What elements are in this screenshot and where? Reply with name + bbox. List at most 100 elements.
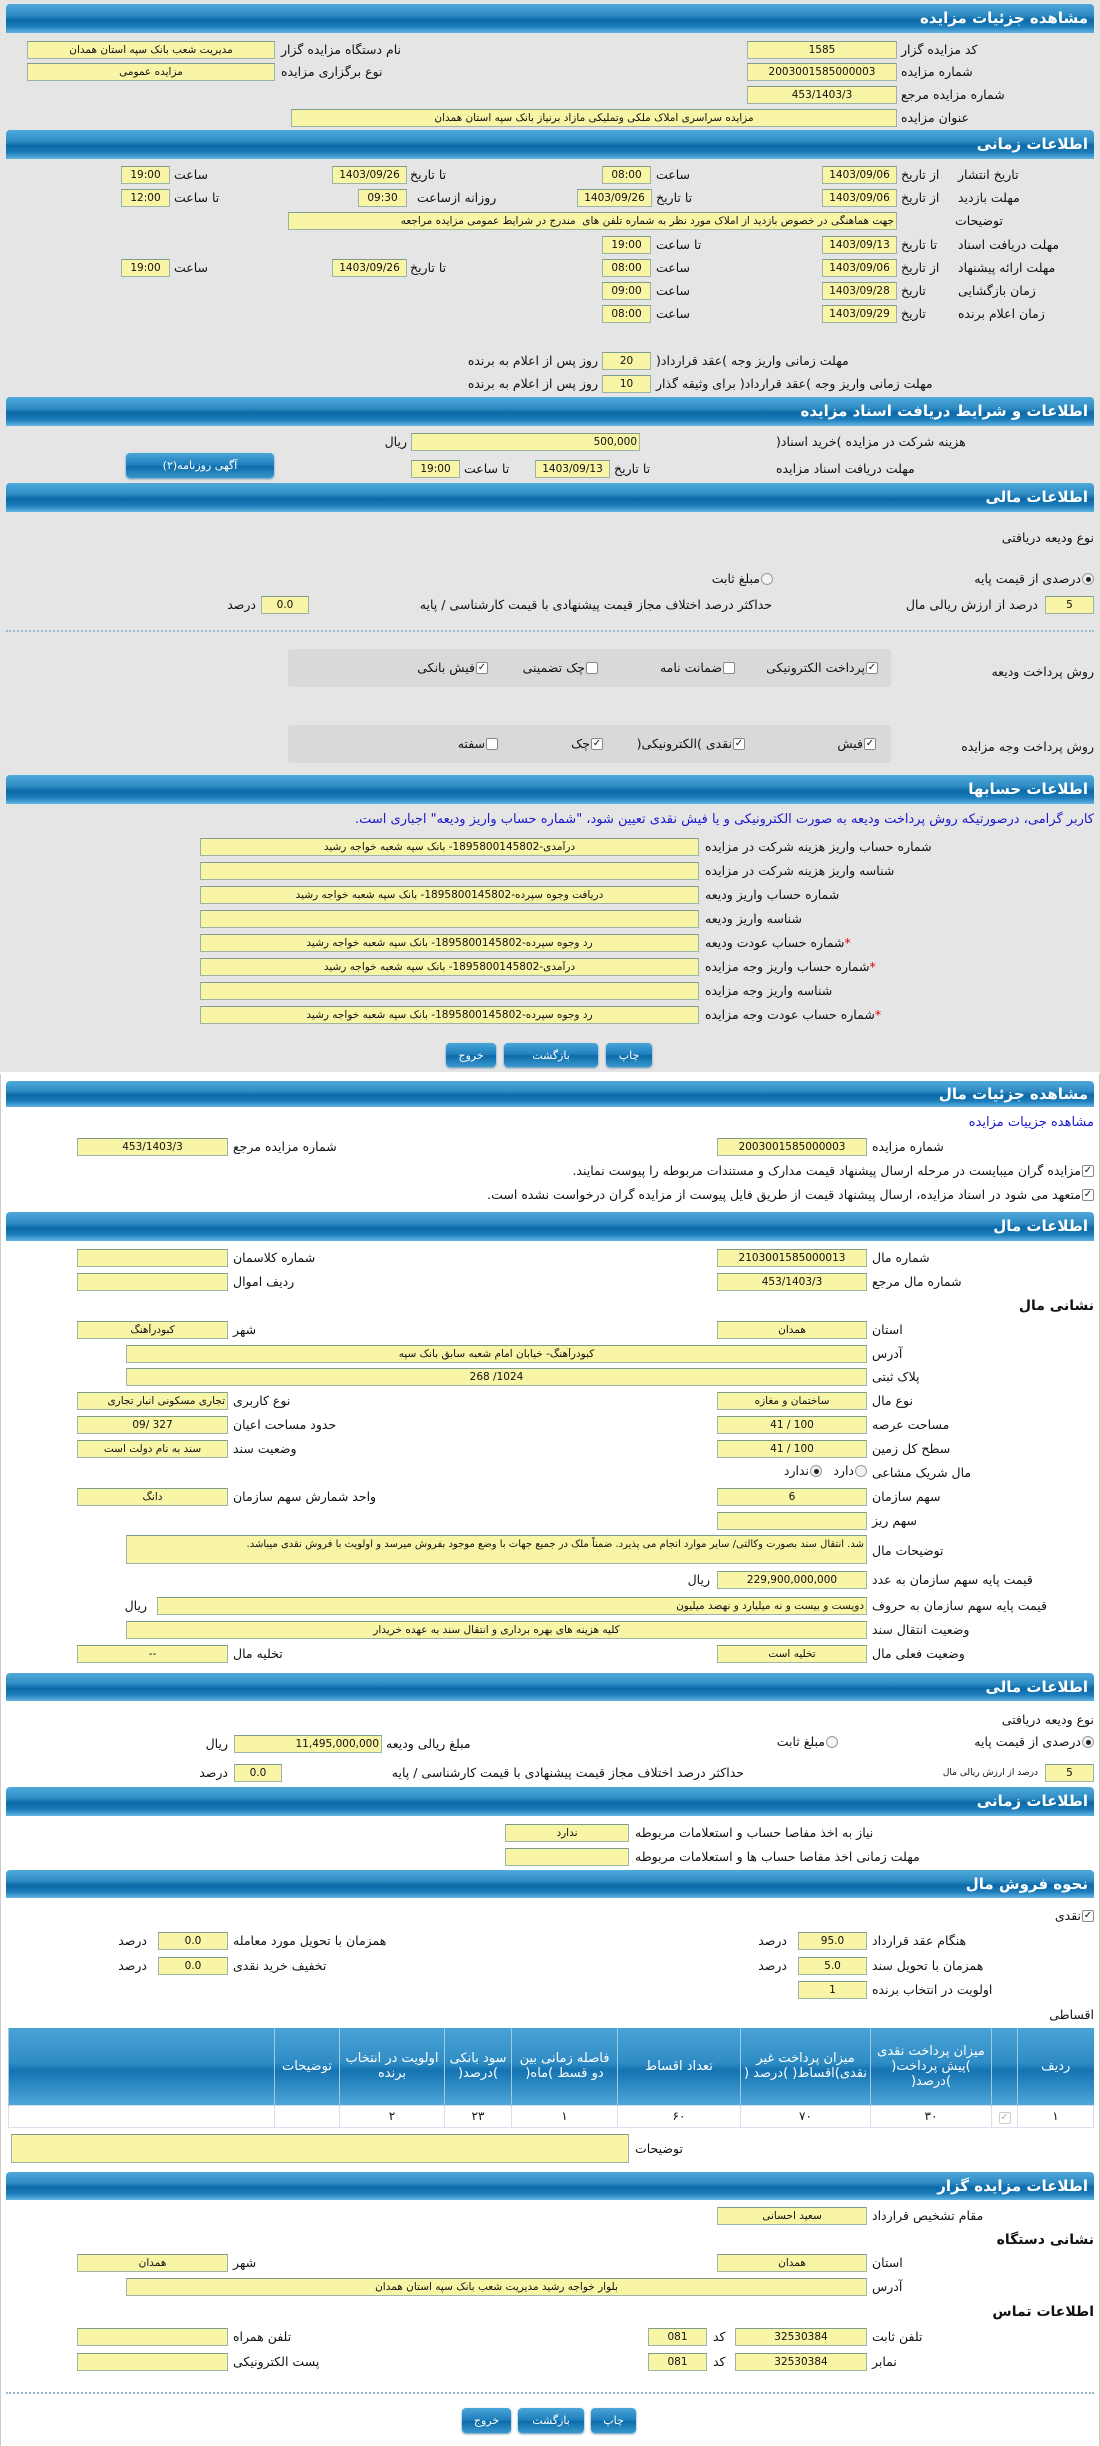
province-field[interactable] (717, 1321, 867, 1339)
org-address-field[interactable] (126, 2278, 867, 2296)
contract-percent-field[interactable] (798, 1932, 867, 1950)
city-field[interactable] (77, 1321, 228, 1339)
account-field[interactable] (200, 838, 699, 856)
account-field[interactable] (200, 886, 699, 904)
checkbox-unchecked-icon[interactable] (586, 662, 598, 674)
sub-share-field[interactable] (717, 1512, 867, 1530)
docs-to-date[interactable] (822, 236, 897, 254)
deposit-amount-field[interactable] (234, 1735, 382, 1753)
winner-time[interactable] (602, 305, 651, 323)
priority-field[interactable] (798, 1981, 867, 1999)
docs-deadline-time[interactable] (411, 460, 460, 478)
auction-type-field[interactable] (27, 63, 275, 81)
account-field[interactable] (200, 862, 699, 880)
radio-unchecked-icon[interactable] (761, 573, 773, 585)
shared-no-radio[interactable]: ندارد (784, 1462, 822, 1480)
shared-yes-radio[interactable]: دارد (833, 1462, 867, 1480)
share-unit-field[interactable] (77, 1488, 228, 1506)
exit-button[interactable]: خروج (446, 1043, 496, 1067)
asset-row[interactable] (77, 1273, 228, 1291)
radio-checked-icon[interactable] (1082, 573, 1094, 585)
offer-to-date[interactable] (332, 259, 407, 277)
pay-collateral-days[interactable] (602, 375, 651, 393)
email-field[interactable] (77, 2353, 228, 2371)
item-auction-ref[interactable] (77, 1138, 228, 1156)
radio-unchecked-icon[interactable] (826, 1736, 838, 1748)
deposit-method-electronic[interactable]: ✓ پرداخت الکترونیکی (766, 659, 878, 677)
building-area-field[interactable] (77, 1416, 228, 1434)
offer-to-time[interactable] (121, 259, 170, 277)
property-ref[interactable] (717, 1273, 867, 1291)
timing-desc-field[interactable] (288, 212, 897, 230)
radio-fixed[interactable]: مبلغ ثابت (777, 1733, 838, 1751)
deposit-percent-field[interactable] (1045, 596, 1094, 614)
publish-from-date[interactable] (822, 166, 897, 184)
plaque-field[interactable] (126, 1368, 867, 1386)
org-city-field[interactable] (77, 2254, 228, 2272)
total-land-field[interactable] (717, 1440, 867, 1458)
phone-field[interactable] (735, 2328, 867, 2346)
deposit-method-guarantee[interactable]: ضمانت نامه (660, 659, 735, 677)
auction-details-link[interactable]: مشاهده جزییات مزایده (968, 1115, 1094, 1130)
publish-to-time[interactable] (121, 166, 170, 184)
publish-from-time[interactable] (602, 166, 651, 184)
radio-percent[interactable]: درصدی از قیمت پایه (974, 1733, 1094, 1751)
delivery-percent-field[interactable] (158, 1932, 228, 1950)
payment-method-promissory[interactable]: سفته (458, 735, 498, 753)
checkbox-checked-icon[interactable]: ✓ (1082, 1189, 1094, 1201)
radio-percent[interactable]: درصدی از قیمت پایه (974, 570, 1094, 588)
evacuation-field[interactable] (77, 1645, 228, 1663)
price-number-field[interactable] (717, 1571, 867, 1589)
docs-to-time[interactable] (602, 236, 651, 254)
checkbox-checked-icon[interactable]: ✓ (1082, 1165, 1094, 1177)
item-auction-number[interactable] (717, 1138, 867, 1156)
checkbox-checked-icon[interactable]: ✓ (1082, 1910, 1094, 1922)
account-field[interactable] (200, 958, 699, 976)
visit-from-date[interactable] (822, 189, 897, 207)
account-field[interactable] (200, 982, 699, 1000)
discount-field[interactable] (158, 1957, 228, 1975)
payment-method-cheque[interactable]: ✓ چک (571, 735, 603, 753)
visit-daily-from-time[interactable] (358, 189, 407, 207)
property-type-field[interactable] (717, 1392, 867, 1410)
publish-to-date[interactable] (332, 166, 407, 184)
fax-code-field[interactable] (648, 2353, 707, 2371)
auction-number-field[interactable] (747, 63, 897, 81)
radio-fixed[interactable]: مبلغ ثابت (712, 570, 773, 588)
account-field[interactable] (200, 1006, 699, 1024)
property-desc-field[interactable]: شد. انتقال سند بصورت وکالتی/ سایر موارد … (126, 1535, 867, 1564)
radio-checked-icon[interactable] (810, 1465, 822, 1477)
radio-checked-icon[interactable] (1082, 1736, 1094, 1748)
class-number[interactable] (77, 1249, 228, 1267)
org-name-field[interactable] (27, 41, 275, 59)
visit-to-date[interactable] (577, 189, 652, 207)
account-field[interactable] (200, 910, 699, 928)
checkbox-unchecked-icon[interactable] (486, 738, 498, 750)
cell-select[interactable]: ✓ (991, 2104, 1018, 2128)
address-field[interactable] (126, 1345, 867, 1363)
back-button[interactable]: بازگشت (518, 2408, 584, 2433)
clearance-field[interactable] (505, 1824, 629, 1842)
org-province-field[interactable] (717, 2254, 867, 2272)
max-diff-field[interactable] (234, 1764, 282, 1782)
docs-deadline-date[interactable] (535, 460, 610, 478)
auction-title-field[interactable] (291, 109, 897, 127)
phone-code-field[interactable] (648, 2328, 707, 2346)
max-diff-field[interactable] (261, 596, 309, 614)
auction-ref-field[interactable] (747, 86, 897, 104)
checkbox-checked-icon[interactable]: ✓ (864, 738, 876, 750)
radio-unchecked-icon[interactable] (855, 1465, 867, 1477)
fax-field[interactable] (735, 2353, 867, 2371)
checkbox-checked-icon[interactable]: ✓ (733, 738, 745, 750)
payment-method-slip[interactable]: ✓ فیش (837, 735, 876, 753)
exit-button[interactable]: خروج (462, 2408, 511, 2433)
transfer-field[interactable] (126, 1621, 867, 1639)
authority-field[interactable] (717, 2207, 867, 2225)
docs-fee-field[interactable] (411, 433, 640, 451)
opening-date[interactable] (822, 282, 897, 300)
org-code-field[interactable] (747, 41, 897, 59)
usage-field[interactable] (77, 1392, 228, 1410)
deposit-percent-field[interactable] (1045, 1764, 1094, 1782)
deposit-method-bank-slip[interactable]: ✓ فیش بانکی (417, 659, 488, 677)
share-field[interactable] (717, 1488, 867, 1506)
